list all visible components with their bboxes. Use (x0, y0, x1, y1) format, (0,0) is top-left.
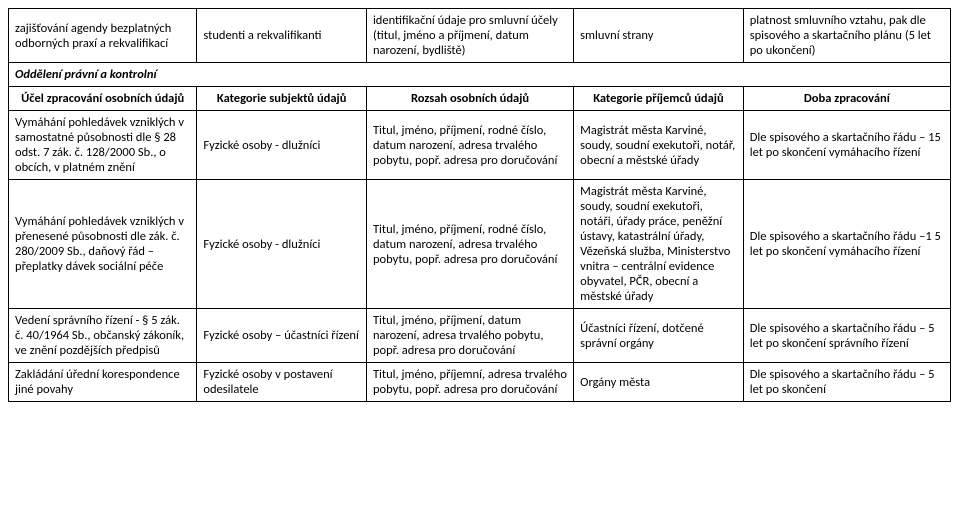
cell-subjects: Fyzické osoby - dlužníci (197, 180, 367, 309)
section-header-row: Oddělení právní a kontrolní (9, 63, 951, 87)
cell-subjects: Fyzické osoby – účastníci řízení (197, 309, 367, 363)
cell-purpose: Zakládání úřední korespondence jiné pova… (9, 363, 197, 402)
cell-purpose: Vymáhání pohledávek vzniklých v samostat… (9, 111, 197, 180)
cell-subjects: Fyzické osoby - dlužníci (197, 111, 367, 180)
document-table: zajišťování agendy bezplatných odborných… (8, 8, 951, 402)
cell-purpose: Vymáhání pohledávek vzniklých v přenesen… (9, 180, 197, 309)
cell-recipients: Magistrát města Karviné, soudy, soudní e… (574, 180, 744, 309)
cell-duration: Dle spisového a skartačního řádu –1 5 le… (743, 180, 950, 309)
cell-duration: Dle spisového a skartačního řádu – 5 let… (743, 309, 950, 363)
cell-recipients: Účastníci řízení, dotčené správní orgány (574, 309, 744, 363)
cell-scope: identifikační údaje pro smluvní účely (t… (366, 9, 573, 63)
table-row: Zakládání úřední korespondence jiné pova… (9, 363, 951, 402)
table-row: Vedení správního řízení - § 5 zák. č. 40… (9, 309, 951, 363)
col-header-duration: Doba zpracování (743, 87, 950, 111)
cell-subjects: Fyzické osoby v postavení odesilatele (197, 363, 367, 402)
cell-recipients: Magistrát města Karviné, soudy, soudní e… (574, 111, 744, 180)
cell-recipients: Orgány města (574, 363, 744, 402)
col-header-purpose: Účel zpracování osobních údajů (9, 87, 197, 111)
col-header-recipients: Kategorie příjemců údajů (574, 87, 744, 111)
cell-duration: Dle spisového a skartačního řádu – 15 le… (743, 111, 950, 180)
cell-scope: Titul, jméno, příjmení, datum narození, … (366, 309, 573, 363)
col-header-subjects: Kategorie subjektů údajů (197, 87, 367, 111)
table-row: Vymáhání pohledávek vzniklých v přenesen… (9, 180, 951, 309)
column-header-row: Účel zpracování osobních údajů Kategorie… (9, 87, 951, 111)
cell-scope: Titul, jméno, příjmení, rodné číslo, dat… (366, 111, 573, 180)
cell-scope: Titul, jméno, příjemní, adresa trvalého … (366, 363, 573, 402)
section-title: Oddělení právní a kontrolní (9, 63, 951, 87)
col-header-scope: Rozsah osobních údajů (366, 87, 573, 111)
table-row: Vymáhání pohledávek vzniklých v samostat… (9, 111, 951, 180)
cell-duration: Dle spisového a skartačního řádu – 5 let… (743, 363, 950, 402)
cell-purpose: zajišťování agendy bezplatných odborných… (9, 9, 197, 63)
cell-recipients: smluvní strany (574, 9, 744, 63)
cell-duration: platnost smluvního vztahu, pak dle spiso… (743, 9, 950, 63)
table-row: zajišťování agendy bezplatných odborných… (9, 9, 951, 63)
cell-subjects: studenti a rekvalifikanti (197, 9, 367, 63)
cell-scope: Titul, jméno, příjmení, rodné číslo, dat… (366, 180, 573, 309)
cell-purpose: Vedení správního řízení - § 5 zák. č. 40… (9, 309, 197, 363)
